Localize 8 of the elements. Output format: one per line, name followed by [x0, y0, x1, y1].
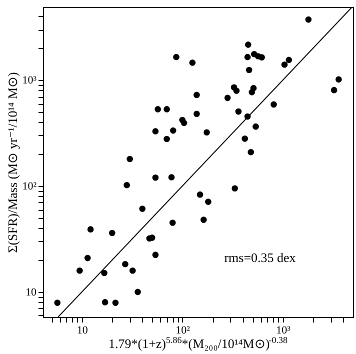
annotation: rms=0.35 dex: [224, 250, 296, 266]
y-tick-label: 10³: [22, 74, 38, 87]
y-tick-label: 10: [26, 286, 37, 298]
x-tick-label: 10²: [176, 324, 191, 336]
x-tick-label: 10: [76, 324, 88, 336]
x-tick-label: 10³: [276, 324, 292, 336]
y-tick-label: 10²: [22, 180, 38, 193]
y-axis-title: Σ(SFR)/Mass (M⊙ yr⁻¹/10¹⁴ M⊙): [5, 72, 20, 253]
